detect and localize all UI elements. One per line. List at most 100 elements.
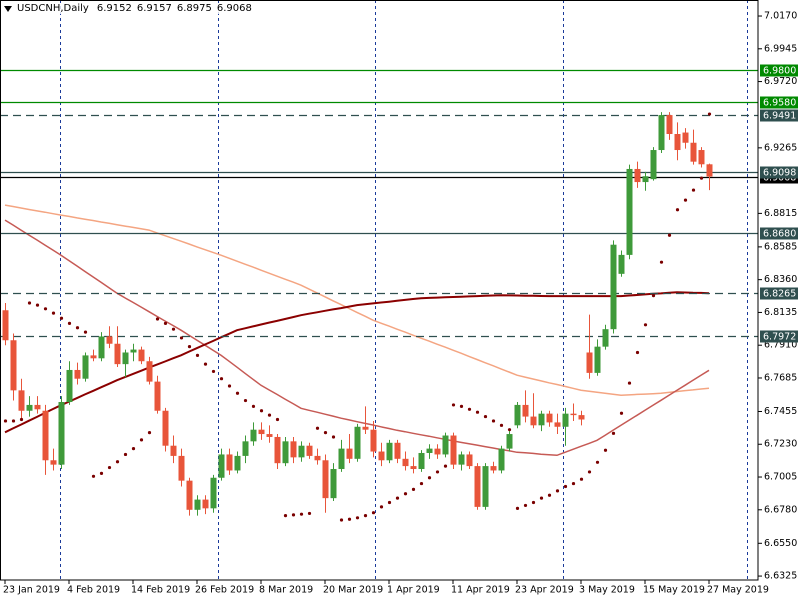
x-tick-label: 20 Mar 2019 <box>323 585 383 596</box>
sar-dot <box>395 496 400 500</box>
x-tick-label: 11 Apr 2019 <box>451 585 510 596</box>
header-open: 6.9152 <box>96 3 132 14</box>
sar-dot <box>411 487 416 492</box>
candle-body <box>474 466 481 507</box>
candle-body <box>370 429 377 452</box>
sar-dot <box>459 404 464 408</box>
sar-dot <box>523 503 528 508</box>
candle-body <box>354 426 361 459</box>
candle-body <box>194 499 201 510</box>
level-label-box <box>760 166 798 179</box>
sar-dot <box>539 496 544 500</box>
dropdown-icon[interactable] <box>4 5 12 12</box>
sar-dot <box>75 326 80 330</box>
candle-body <box>2 310 9 341</box>
candle-body <box>274 436 281 464</box>
candle-body <box>666 115 673 135</box>
candle-body <box>250 429 257 442</box>
sar-dot <box>363 514 368 518</box>
sar-dot <box>475 410 480 414</box>
sar-dot <box>155 317 160 321</box>
sar-dot <box>491 419 496 423</box>
candle-body <box>290 441 297 458</box>
candle-body <box>410 466 417 470</box>
sar-dot <box>267 413 272 417</box>
sar-dot <box>163 321 168 325</box>
sar-dot <box>283 514 288 518</box>
candle-body <box>18 390 25 411</box>
sar-dot <box>43 307 48 311</box>
sar-dot <box>251 404 256 408</box>
candle-body <box>186 480 193 510</box>
sar-dot <box>315 426 320 430</box>
candle-body <box>154 381 161 411</box>
candle-body <box>266 434 273 437</box>
candle-body <box>458 454 465 465</box>
sar-dot <box>83 330 88 334</box>
y-tick-label: 6.9945 <box>764 43 797 54</box>
candle-body <box>306 445 313 456</box>
candle-body <box>586 352 593 373</box>
sar-dot <box>347 517 352 521</box>
sar-dot <box>515 506 520 510</box>
candle-body <box>226 454 233 471</box>
sar-dot <box>211 369 216 374</box>
candle-body <box>402 458 409 467</box>
level-label: 6.8265 <box>763 289 796 300</box>
sar-dot <box>59 316 64 320</box>
candle-body <box>634 168 641 183</box>
sar-dot <box>603 448 608 452</box>
sar-dot <box>371 511 376 515</box>
candle-body <box>546 413 553 423</box>
sar-dot <box>331 435 336 439</box>
sar-dot <box>659 260 664 264</box>
candle-body <box>706 164 713 177</box>
sar-dot <box>291 513 296 517</box>
y-tick-label: 6.7910 <box>764 340 797 351</box>
candle-body <box>242 441 249 456</box>
candle-body <box>690 142 697 162</box>
sar-dot <box>323 430 328 435</box>
sar-dot <box>139 438 144 442</box>
sar-dot <box>203 362 208 366</box>
sar-dot <box>259 409 264 413</box>
sar-dot <box>187 345 192 349</box>
candle-body <box>602 329 609 347</box>
candle-body <box>498 448 505 471</box>
candle-body <box>130 349 137 353</box>
sar-dot <box>171 327 176 331</box>
candle-body <box>106 336 113 344</box>
candle-body <box>418 452 425 470</box>
sar-dot <box>419 481 424 486</box>
sar-dot <box>123 452 128 457</box>
sar-dot <box>51 311 56 315</box>
level-label-box <box>760 330 798 343</box>
x-tick-label: 8 Mar 2019 <box>259 585 313 596</box>
candle-body <box>178 455 185 481</box>
candle-body <box>362 426 369 430</box>
sar-dot <box>19 417 24 422</box>
candle-body <box>346 448 353 459</box>
candle-body <box>82 355 89 379</box>
sar-dot <box>595 460 600 464</box>
sar-dot <box>611 431 616 435</box>
x-tick-label: 15 May 2019 <box>643 585 705 596</box>
candle-body <box>506 434 513 449</box>
candle-body <box>50 460 57 465</box>
level-label: 6.9580 <box>763 98 796 109</box>
candle-body <box>482 466 489 507</box>
candle-body <box>610 244 617 330</box>
candle-body <box>642 176 649 183</box>
sar-dot <box>531 500 536 505</box>
candle-body <box>378 451 385 461</box>
chart-header: USDCNH,Daily 6.9152 6.9157 6.8975 6.9068 <box>4 3 252 14</box>
candle-body <box>138 349 145 362</box>
sar-dot <box>339 518 344 522</box>
sar-dot <box>467 407 472 411</box>
sar-dot <box>579 477 584 481</box>
candle-body <box>210 477 217 509</box>
sar-dot <box>3 419 8 423</box>
y-tick-label: 6.7230 <box>764 439 797 450</box>
sar-dot <box>387 500 392 505</box>
x-tick-label: 23 Jan 2019 <box>3 585 60 596</box>
